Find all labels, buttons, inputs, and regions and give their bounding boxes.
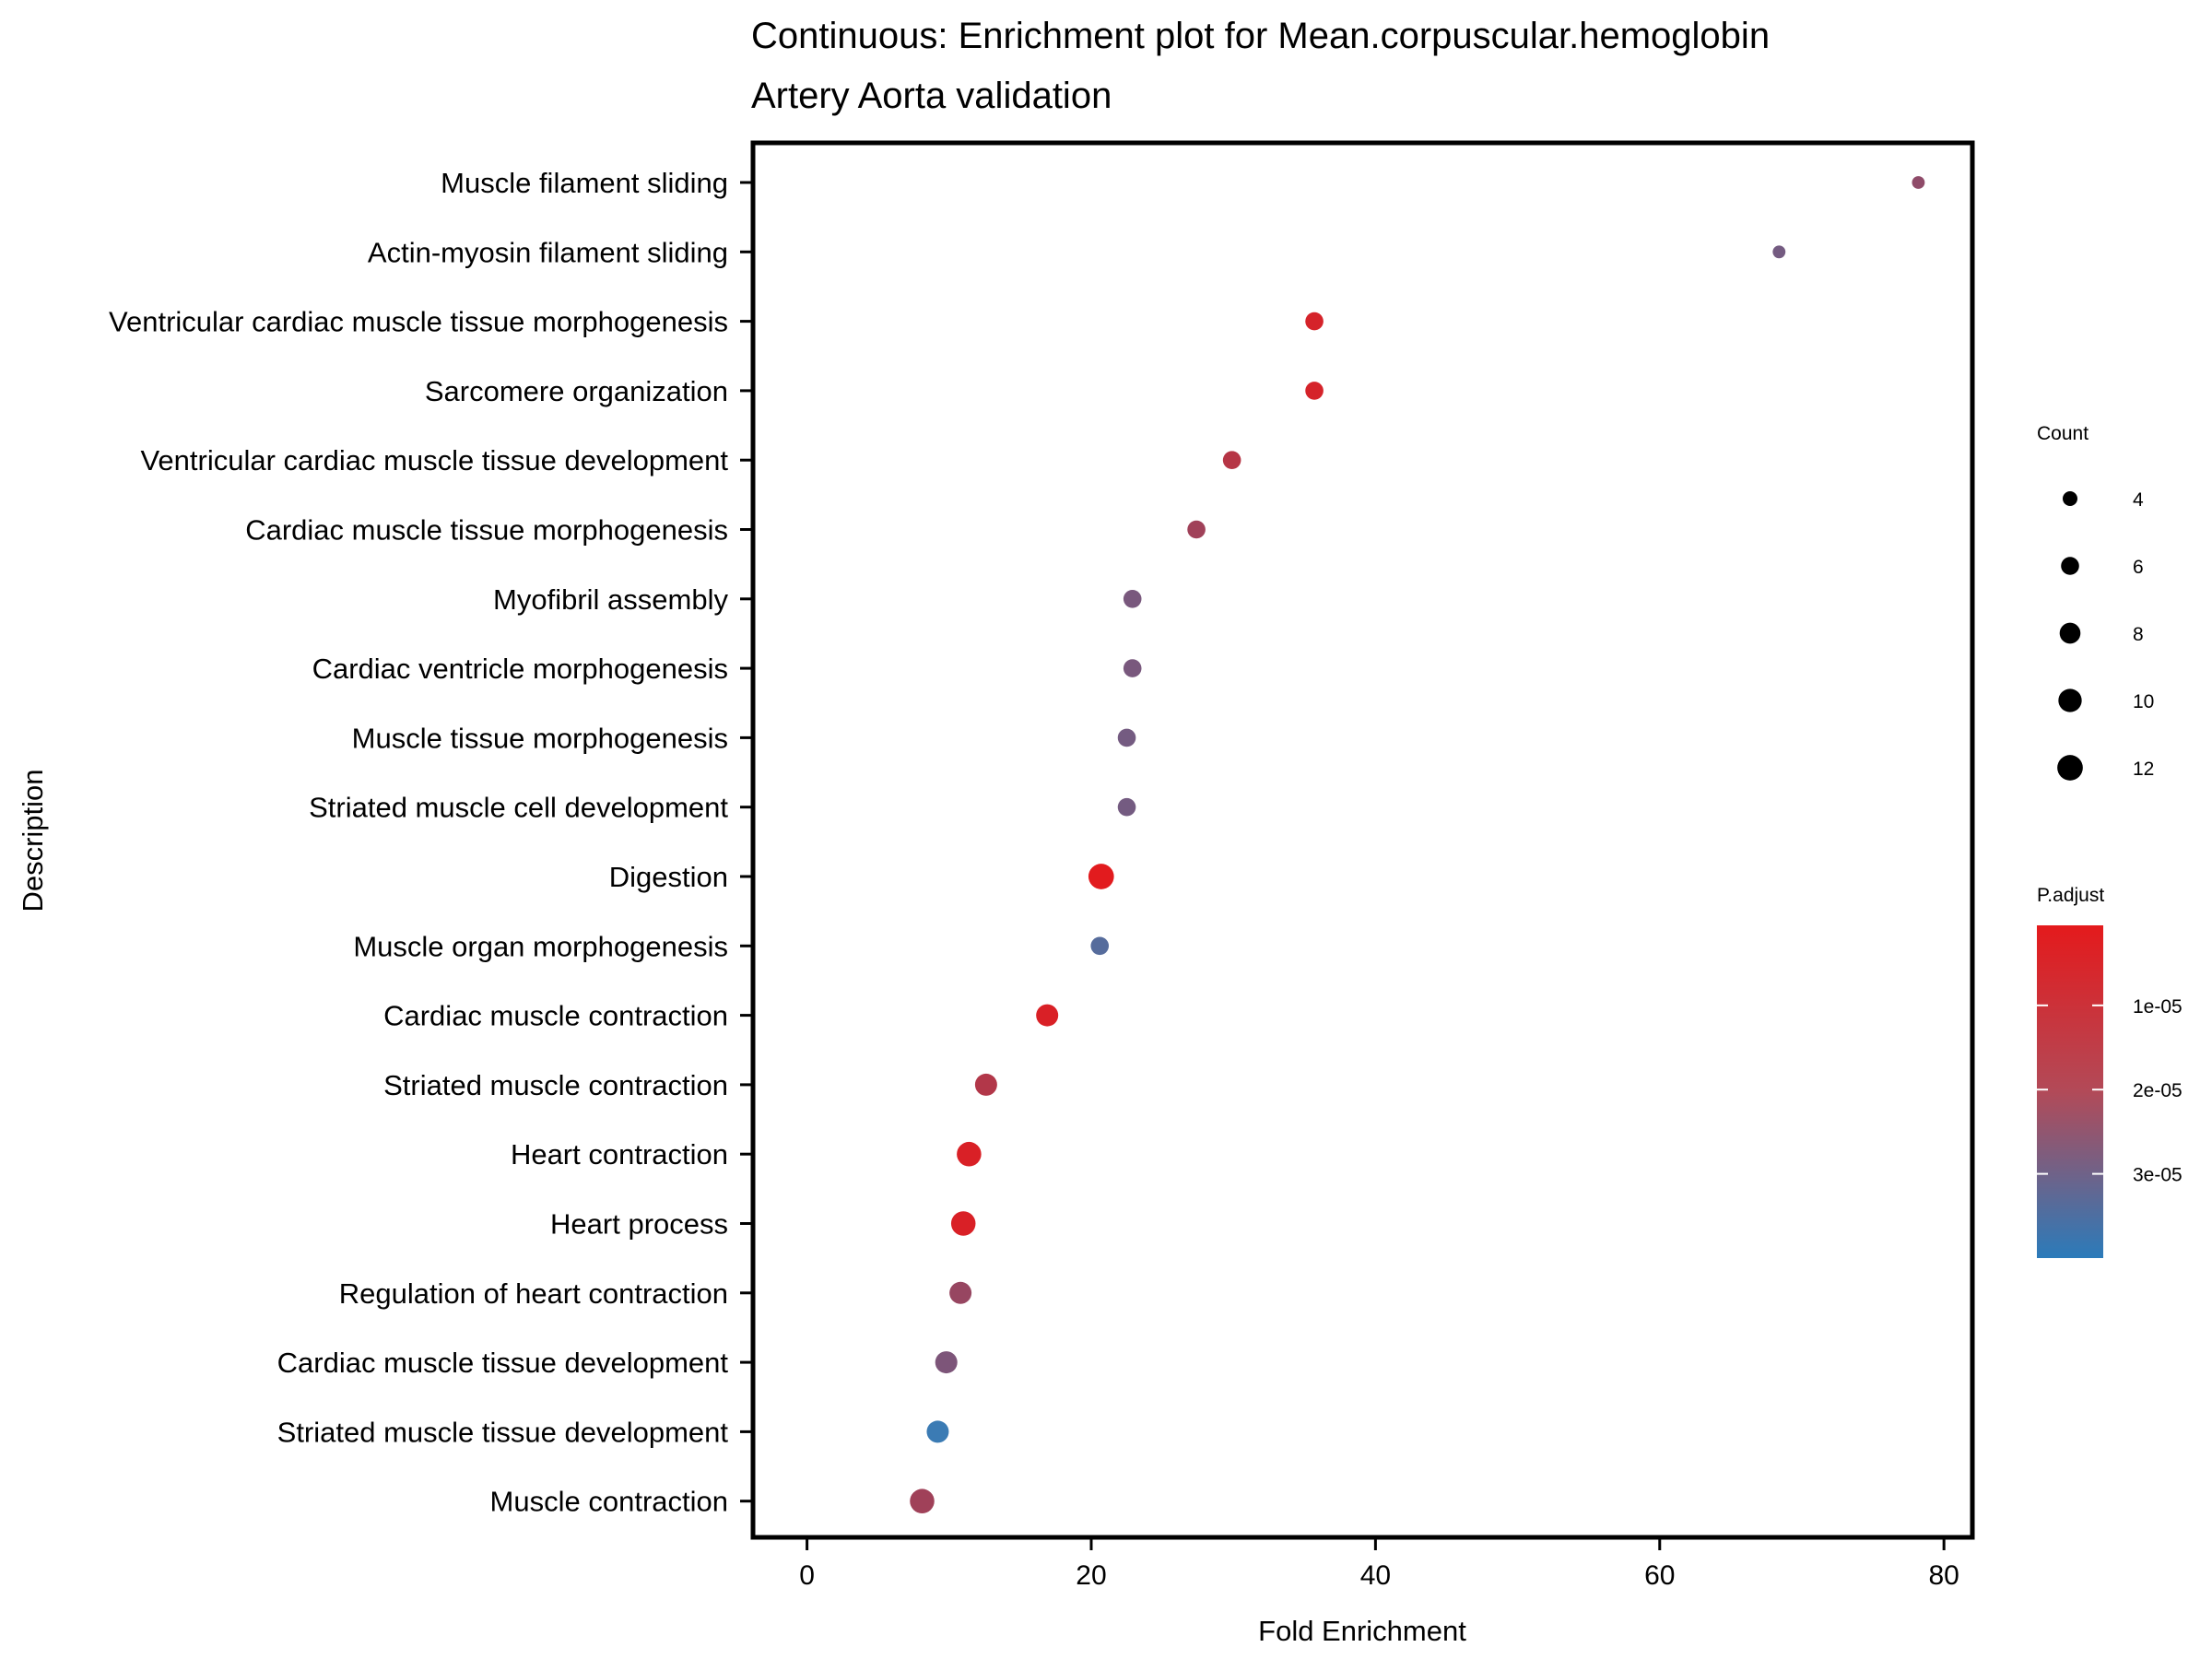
size-legend-key — [2059, 622, 2081, 644]
data-point — [974, 1073, 997, 1096]
size-legend-label: 8 — [2133, 624, 2144, 645]
data-point — [1088, 864, 1114, 889]
y-tick-label: Heart process — [550, 1208, 728, 1241]
data-point — [1036, 1004, 1059, 1027]
color-bar — [2037, 925, 2103, 1258]
x-tick-label: 60 — [1644, 1560, 1675, 1591]
data-point — [1187, 520, 1206, 539]
y-tick-label: Myofibril assembly — [493, 583, 728, 616]
y-tick-label: Cardiac ventricle morphogenesis — [312, 653, 728, 685]
data-point — [1117, 728, 1136, 747]
size-legend-key — [2058, 688, 2082, 712]
color-legend: P.adjust 1e-05 2e-05 3e-05 — [2037, 885, 2183, 1258]
x-tick-label: 80 — [1928, 1560, 1959, 1591]
y-tick-label: Ventricular cardiac muscle tissue morpho… — [109, 306, 728, 338]
size-legend-key — [2061, 557, 2079, 575]
y-tick-label: Regulation of heart contraction — [339, 1277, 728, 1310]
data-point — [1305, 382, 1324, 400]
y-tick-label: Cardiac muscle tissue development — [277, 1347, 729, 1379]
data-points — [910, 176, 1925, 1513]
size-legend-title: Count — [2037, 423, 2088, 444]
data-point — [910, 1488, 935, 1513]
y-tick-label: Actin-myosin filament sliding — [368, 236, 728, 268]
x-tick-label: 40 — [1360, 1560, 1391, 1591]
data-point — [1123, 590, 1142, 608]
y-tick-label: Muscle organ morphogenesis — [353, 930, 728, 962]
color-legend-ticks: 1e-05 2e-05 3e-05 — [2037, 996, 2183, 1186]
color-legend-label: 1e-05 — [2133, 996, 2183, 1018]
color-legend-label: 3e-05 — [2133, 1165, 2183, 1186]
data-point — [957, 1141, 982, 1167]
y-tick-label: Ventricular cardiac muscle tissue develo… — [140, 444, 728, 477]
data-point — [1772, 245, 1786, 259]
y-tick-label: Muscle filament sliding — [441, 167, 728, 199]
y-axis-title: Description — [17, 769, 49, 912]
color-legend-title: P.adjust — [2037, 885, 2104, 906]
size-legend-key — [2057, 755, 2083, 781]
plot-panel — [750, 140, 1975, 1540]
size-legend-key — [2063, 491, 2077, 506]
data-point — [1222, 451, 1241, 469]
y-tick-label: Digestion — [609, 861, 728, 893]
size-legend-label: 10 — [2133, 691, 2154, 712]
size-legend: Count 4 6 8 10 12 — [2037, 423, 2154, 781]
size-legend-label: 6 — [2133, 557, 2144, 578]
y-tick-label: Striated muscle cell development — [309, 792, 728, 824]
data-point — [1090, 936, 1110, 956]
data-point — [926, 1420, 949, 1443]
x-tick-label: 0 — [799, 1560, 815, 1591]
size-legend-label: 4 — [2133, 489, 2144, 511]
y-tick-label: Sarcomere organization — [425, 375, 728, 407]
y-tick-label: Muscle contraction — [490, 1486, 728, 1518]
x-tick-label: 20 — [1076, 1560, 1106, 1591]
color-legend-label: 2e-05 — [2133, 1080, 2183, 1101]
data-point — [950, 1211, 976, 1236]
data-point — [1123, 659, 1142, 677]
chart-subtitle: Artery Aorta validation — [751, 76, 1112, 116]
data-point — [1912, 176, 1925, 189]
y-tick-label: Cardiac muscle contraction — [383, 1000, 728, 1032]
chart-title: Continuous: Enrichment plot for Mean.cor… — [751, 16, 1770, 56]
y-tick-label: Muscle tissue morphogenesis — [352, 722, 728, 754]
data-point — [949, 1281, 972, 1304]
y-tick-label: Striated muscle contraction — [383, 1069, 728, 1101]
data-point — [1305, 312, 1324, 331]
x-axis-title: Fold Enrichment — [1258, 1615, 1466, 1647]
y-category-labels: Muscle filament sliding Actin-myosin fila… — [109, 167, 753, 1518]
size-legend-entries: 4 6 8 10 12 — [2057, 489, 2154, 781]
data-point — [935, 1351, 958, 1374]
y-tick-label: Cardiac muscle tissue morphogenesis — [245, 514, 728, 547]
x-axis: 0 20 40 60 80 — [799, 1537, 1959, 1591]
y-tick-label: Striated muscle tissue development — [277, 1416, 729, 1448]
y-tick-label: Heart contraction — [511, 1138, 728, 1171]
size-legend-label: 12 — [2133, 759, 2154, 780]
data-point — [1117, 797, 1136, 817]
